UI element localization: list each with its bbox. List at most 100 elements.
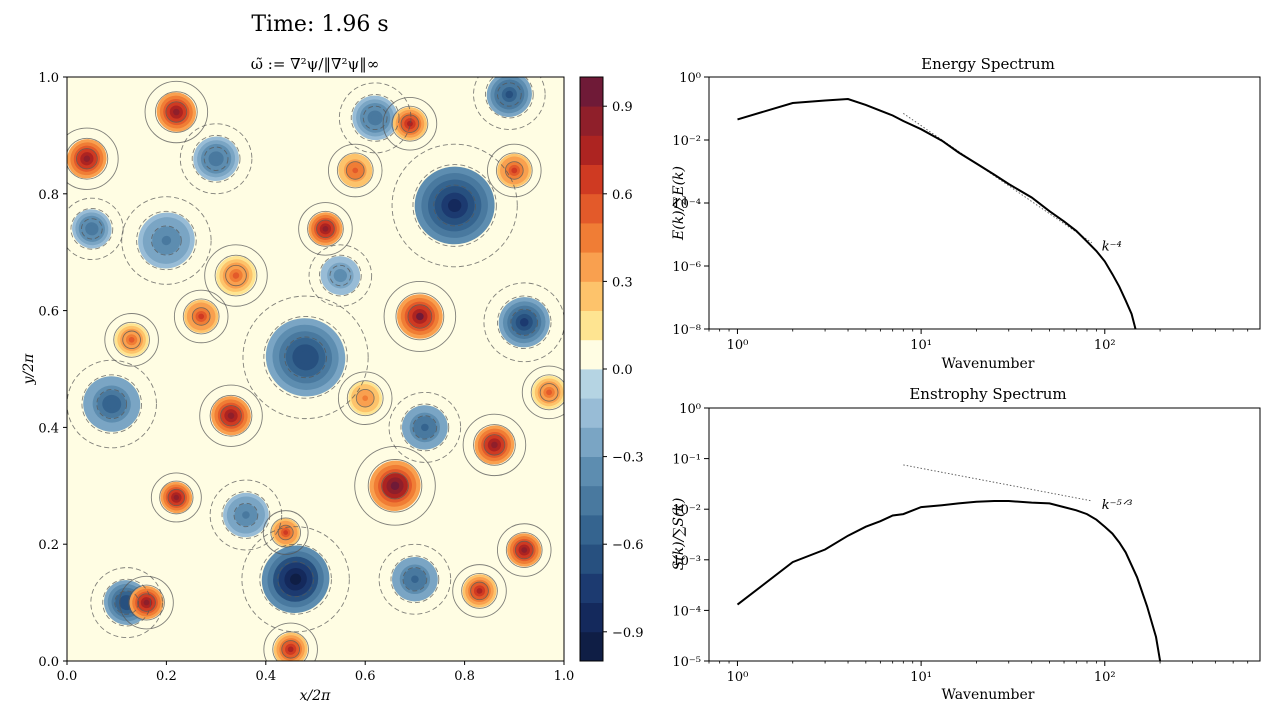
colorbar-tick-label: 0.0 xyxy=(612,363,633,378)
energy-axes-frame xyxy=(708,76,1261,330)
streamline-contour xyxy=(412,164,497,247)
streamline-contour xyxy=(307,210,344,247)
streamline-contour xyxy=(496,295,552,350)
colorbar-tick-label: 0.9 xyxy=(612,100,633,115)
streamline-contour xyxy=(400,114,420,133)
streamline-contour xyxy=(336,152,374,189)
streamline-contour xyxy=(407,304,433,329)
streamline-contour xyxy=(381,472,409,500)
streamline-contour xyxy=(144,80,209,144)
y-tick-label: 10⁻⁴ xyxy=(672,197,701,212)
streamline-contour xyxy=(191,134,241,183)
colorbar-segment xyxy=(580,223,603,253)
streamline-contour xyxy=(539,383,559,402)
colorbar-segment xyxy=(580,310,603,341)
colorbar-tick-label: −0.6 xyxy=(612,538,644,553)
colorbar-segment xyxy=(580,398,603,428)
y-tick-label: 10⁰ xyxy=(679,402,701,417)
streamline-contour xyxy=(233,502,259,528)
streamline-contour xyxy=(530,374,564,411)
x-tick-label: 0.6 xyxy=(355,669,376,684)
streamline-contour xyxy=(400,403,450,452)
vortex-8 xyxy=(193,136,239,182)
streamline-contour xyxy=(329,264,352,287)
streamline-contour xyxy=(191,307,211,326)
streamline-contour xyxy=(350,94,400,142)
vortex-14 xyxy=(320,256,361,296)
streamline-contour xyxy=(263,315,348,399)
streamline-contour xyxy=(521,365,564,420)
vortex-0 xyxy=(261,545,330,614)
streamline-contour xyxy=(263,622,318,661)
streamline-contour xyxy=(214,254,258,297)
streamline-contour xyxy=(221,491,271,539)
vortex-1 xyxy=(414,166,495,245)
enstrophy-x-label: Wavenumber xyxy=(942,687,1035,703)
streamline-contour xyxy=(113,321,150,358)
colorbar-segment xyxy=(580,164,603,195)
streamline-contour xyxy=(259,543,332,615)
vorticity-axes-frame xyxy=(66,76,565,662)
streamline-contour xyxy=(150,472,202,523)
colorbar-segment xyxy=(580,573,603,603)
streamline-contour xyxy=(167,488,186,507)
vortex-26 xyxy=(392,107,427,141)
streamline-contour xyxy=(262,510,309,555)
y-tick-label: 10⁻⁴ xyxy=(672,604,701,619)
streamline-contour xyxy=(473,424,516,466)
streamline-contour xyxy=(204,244,268,307)
vortex-22 xyxy=(67,139,107,179)
streamline-contour xyxy=(220,405,242,427)
streamline-contour xyxy=(67,197,124,260)
vortex-5 xyxy=(486,77,532,118)
streamline-contour xyxy=(316,219,335,239)
streamline-contour xyxy=(473,77,546,130)
energy-series-line xyxy=(737,97,1137,329)
streamline-contour xyxy=(199,384,263,447)
colorbar-tick-label: −0.3 xyxy=(612,451,644,466)
x-tick-label: 0.2 xyxy=(156,669,177,684)
x-tick-label: 10¹ xyxy=(910,670,932,685)
colorbar-segment xyxy=(580,427,603,457)
colorbar-segment xyxy=(580,456,603,487)
vorticity-x-label: x/2π xyxy=(300,688,332,704)
streamline-contour xyxy=(209,394,253,437)
vortex-28 xyxy=(184,299,219,334)
x-tick-label: 1.0 xyxy=(554,669,575,684)
enstrophy-reference-line xyxy=(903,464,1092,502)
streamline-contour xyxy=(76,148,98,170)
vortex-20 xyxy=(474,425,515,465)
streamline-contour xyxy=(452,564,507,618)
vortex-25 xyxy=(462,574,497,608)
y-tick-label: 0.6 xyxy=(38,305,59,320)
y-tick-label: 10⁰ xyxy=(679,71,701,86)
streamline-contour xyxy=(402,567,428,592)
streamline-contour xyxy=(391,143,518,268)
energy-ticks: 10⁰ 10¹ 10² 10⁰ 10⁻² 10⁻⁴ 10⁻⁶ 10⁻⁸ xyxy=(672,71,1249,353)
vortex-15 xyxy=(369,460,421,511)
streamline-contour xyxy=(67,127,119,190)
colorbar-segment xyxy=(580,252,603,282)
vortex-27 xyxy=(273,632,308,661)
streamline-contour xyxy=(496,523,552,577)
y-tick-label: 0.4 xyxy=(38,421,59,436)
streamline-contour xyxy=(90,567,163,639)
streamline-contour xyxy=(80,218,103,240)
streamline-contour xyxy=(104,313,159,367)
enstrophy-title: Enstrophy Spectrum xyxy=(909,385,1066,403)
enstrophy-reference-label: k⁻⁵ᐟ³ xyxy=(1102,498,1133,513)
streamline-contour xyxy=(383,280,457,352)
enstrophy-y-label: S(k)/∑S(k) xyxy=(671,498,687,571)
streamline-contour xyxy=(388,391,462,463)
streamline-contour xyxy=(355,388,375,408)
streamline-contour xyxy=(395,292,445,341)
colorbar-segment xyxy=(580,193,603,224)
x-tick-label: 10⁰ xyxy=(727,670,749,685)
streamline-contour xyxy=(151,225,182,256)
colorbar-segment xyxy=(580,339,603,370)
colorbar-segment xyxy=(580,77,603,107)
vortex-21 xyxy=(507,533,542,567)
streamline-contour xyxy=(378,543,452,615)
y-tick-label: 10⁻³ xyxy=(672,554,701,569)
